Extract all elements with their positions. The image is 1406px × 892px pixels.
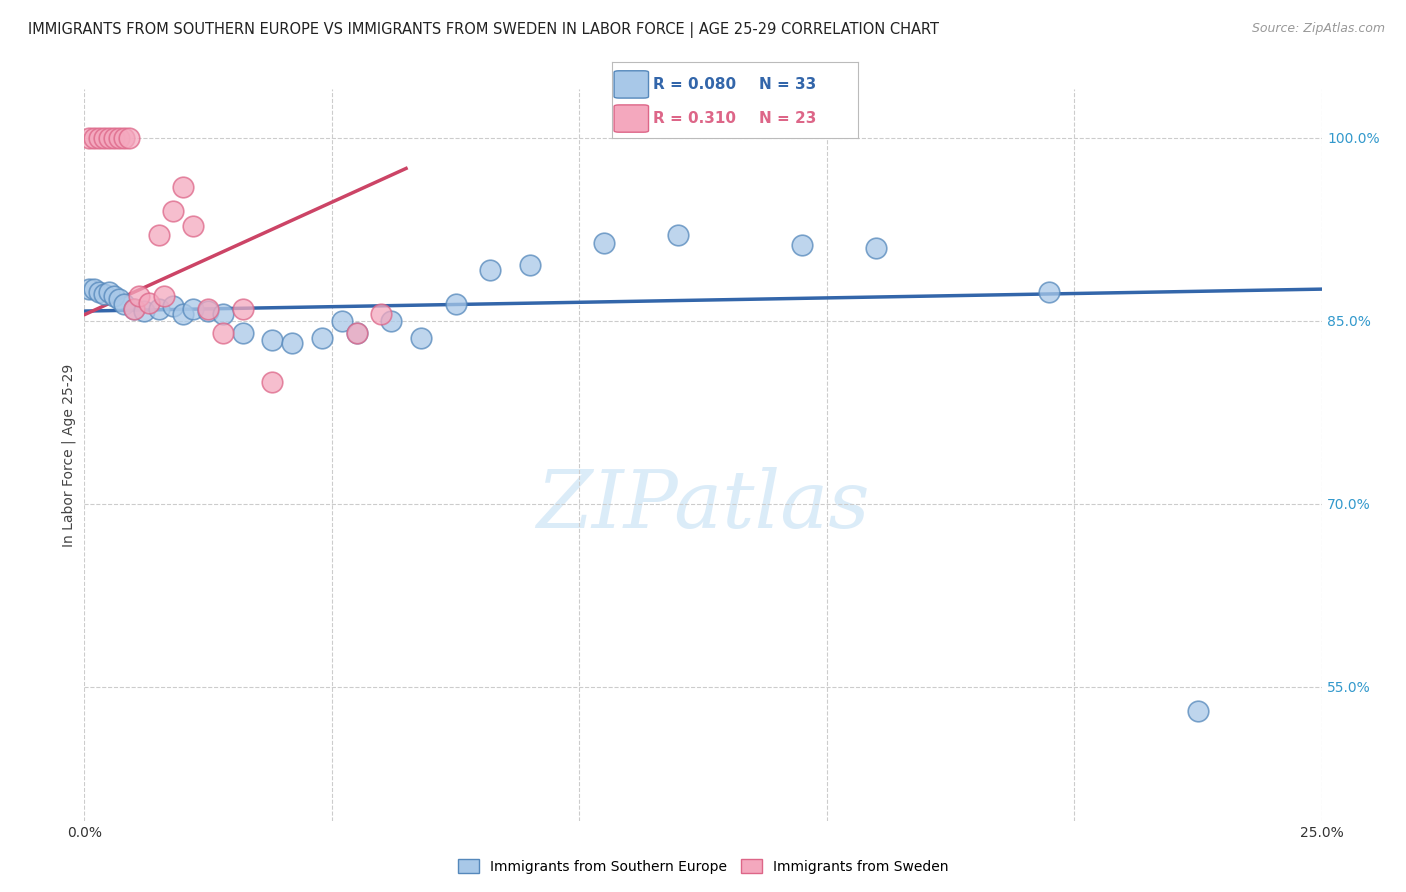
Point (132, 304, 155, 318)
Point (311, 331, 333, 345)
Point (122, 301, 145, 316)
Point (380, 314, 402, 328)
Point (138, 295, 160, 310)
Point (232, 326, 254, 340)
Point (128, 289, 150, 303)
Point (93, 287, 115, 301)
Point (83, 282, 105, 296)
Point (790, 238, 813, 252)
Point (162, 299, 184, 313)
Point (112, 297, 135, 311)
Text: Source: ZipAtlas.com: Source: ZipAtlas.com (1251, 22, 1385, 36)
FancyBboxPatch shape (614, 105, 648, 132)
Point (865, 241, 887, 255)
Text: R = 0.310: R = 0.310 (654, 111, 737, 126)
Text: N = 23: N = 23 (759, 111, 817, 126)
Point (330, 314, 353, 328)
Point (1038, 285, 1060, 299)
Point (108, 131, 131, 145)
Point (98, 131, 121, 145)
Point (103, 289, 125, 303)
Point (181, 301, 204, 316)
Point (197, 301, 219, 316)
Point (197, 304, 219, 318)
Point (212, 306, 235, 320)
Point (593, 235, 616, 250)
Y-axis label: In Labor Force | Age 25-29: In Labor Force | Age 25-29 (62, 363, 76, 547)
Point (93, 131, 115, 145)
Point (346, 326, 368, 340)
Point (262, 334, 284, 348)
Point (122, 301, 145, 316)
Point (346, 326, 368, 340)
Point (108, 292, 131, 306)
Point (152, 289, 174, 303)
Point (666, 228, 689, 243)
Point (281, 335, 304, 350)
Point (172, 179, 194, 194)
Point (83, 131, 105, 145)
Point (162, 204, 184, 219)
Point (118, 131, 141, 145)
Point (232, 301, 254, 316)
Text: N = 33: N = 33 (759, 77, 817, 92)
Point (89, 131, 111, 145)
Point (370, 306, 392, 320)
Point (148, 228, 170, 243)
Point (1187, 704, 1209, 718)
Point (98, 285, 121, 299)
Text: ZIPatlas: ZIPatlas (536, 467, 870, 545)
Point (79, 131, 101, 145)
Point (479, 262, 502, 277)
FancyBboxPatch shape (614, 70, 648, 98)
Point (181, 219, 204, 233)
Point (519, 258, 541, 272)
Point (79, 282, 101, 296)
Point (148, 301, 170, 316)
Text: R = 0.080: R = 0.080 (654, 77, 737, 92)
Point (89, 285, 111, 299)
Point (212, 326, 235, 340)
Legend: Immigrants from Southern Europe, Immigrants from Sweden: Immigrants from Southern Europe, Immigra… (453, 854, 953, 880)
Point (103, 131, 125, 145)
Point (262, 375, 284, 389)
Point (444, 297, 467, 311)
Text: IMMIGRANTS FROM SOUTHERN EUROPE VS IMMIGRANTS FROM SWEDEN IN LABOR FORCE | AGE 2: IMMIGRANTS FROM SOUTHERN EUROPE VS IMMIG… (28, 22, 939, 38)
Point (172, 306, 194, 320)
Point (409, 331, 432, 345)
Point (112, 131, 135, 145)
